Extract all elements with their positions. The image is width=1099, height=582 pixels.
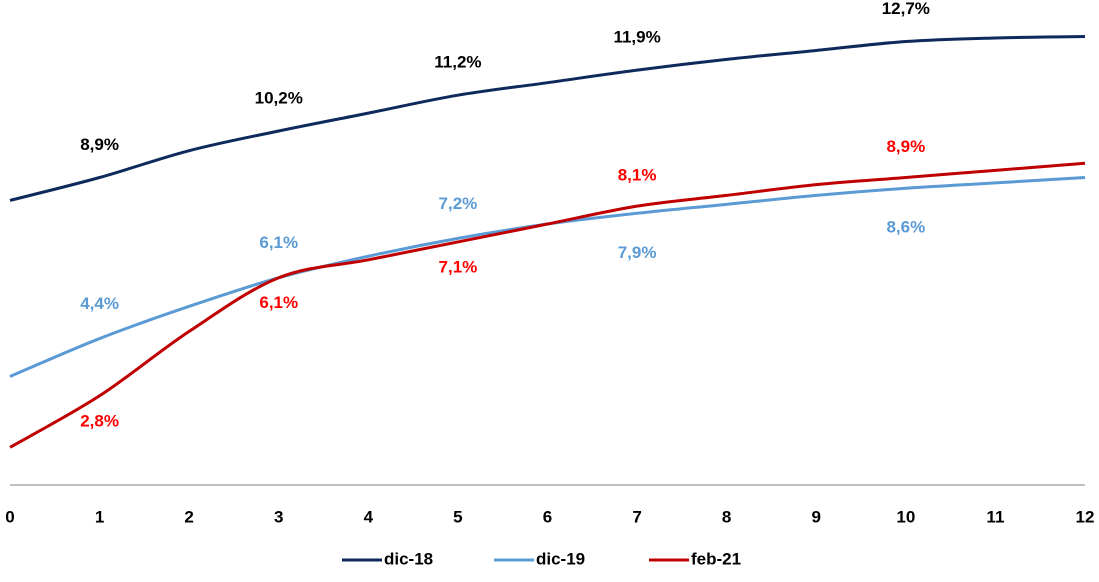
data-label: 8,1% <box>618 166 657 185</box>
x-tick-label: 0 <box>5 507 14 526</box>
x-tick-label: 9 <box>812 507 821 526</box>
x-tick-label: 12 <box>1076 507 1095 526</box>
data-label: 10,2% <box>255 88 303 107</box>
data-label: 7,2% <box>439 194 478 213</box>
x-tick-label: 8 <box>722 507 731 526</box>
legend-label: dic-19 <box>536 549 585 568</box>
series-line <box>9 161 1086 449</box>
data-label: 12,7% <box>882 0 930 18</box>
x-tick-label: 5 <box>453 507 462 526</box>
legend-label: feb-21 <box>691 549 741 568</box>
data-label: 4,4% <box>80 294 119 313</box>
x-tick-label: 2 <box>184 507 193 526</box>
x-tick-label: 3 <box>274 507 283 526</box>
data-label: 8,9% <box>80 135 119 154</box>
data-label: 7,1% <box>439 257 478 276</box>
legend-label: dic-18 <box>384 549 433 568</box>
x-tick-label: 4 <box>364 507 374 526</box>
data-label: 7,9% <box>618 243 657 262</box>
data-label: 6,1% <box>259 293 298 312</box>
x-tick-label: 11 <box>986 507 1004 526</box>
data-label: 8,9% <box>886 137 925 156</box>
x-tick-label: 1 <box>95 507 104 526</box>
data-label: 11,2% <box>434 53 481 72</box>
series-line <box>9 176 1086 378</box>
x-tick-label: 10 <box>896 507 915 526</box>
data-label: 8,6% <box>886 218 925 237</box>
x-tick-label: 6 <box>543 507 552 526</box>
data-label: 2,8% <box>80 411 119 430</box>
data-label: 6,1% <box>259 233 298 252</box>
x-tick-label: 7 <box>632 507 641 526</box>
series-line <box>9 35 1086 202</box>
data-label: 11,9% <box>613 28 660 47</box>
